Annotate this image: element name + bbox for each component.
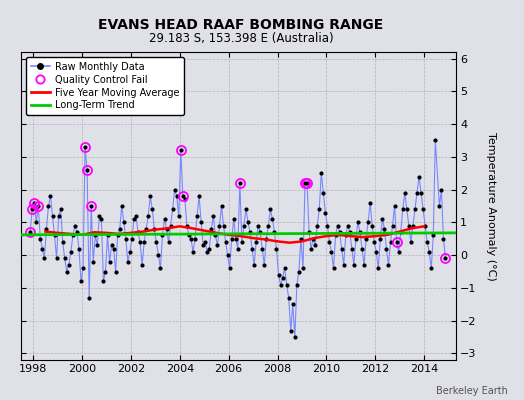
Legend: Raw Monthly Data, Quality Control Fail, Five Year Moving Average, Long-Term Tren: Raw Monthly Data, Quality Control Fail, … [26, 57, 184, 115]
Text: EVANS HEAD RAAF BOMBING RANGE: EVANS HEAD RAAF BOMBING RANGE [99, 18, 384, 32]
Y-axis label: Temperature Anomaly (°C): Temperature Anomaly (°C) [486, 132, 496, 280]
Text: Berkeley Earth: Berkeley Earth [436, 386, 508, 396]
Text: 29.183 S, 153.398 E (Australia): 29.183 S, 153.398 E (Australia) [149, 32, 333, 45]
